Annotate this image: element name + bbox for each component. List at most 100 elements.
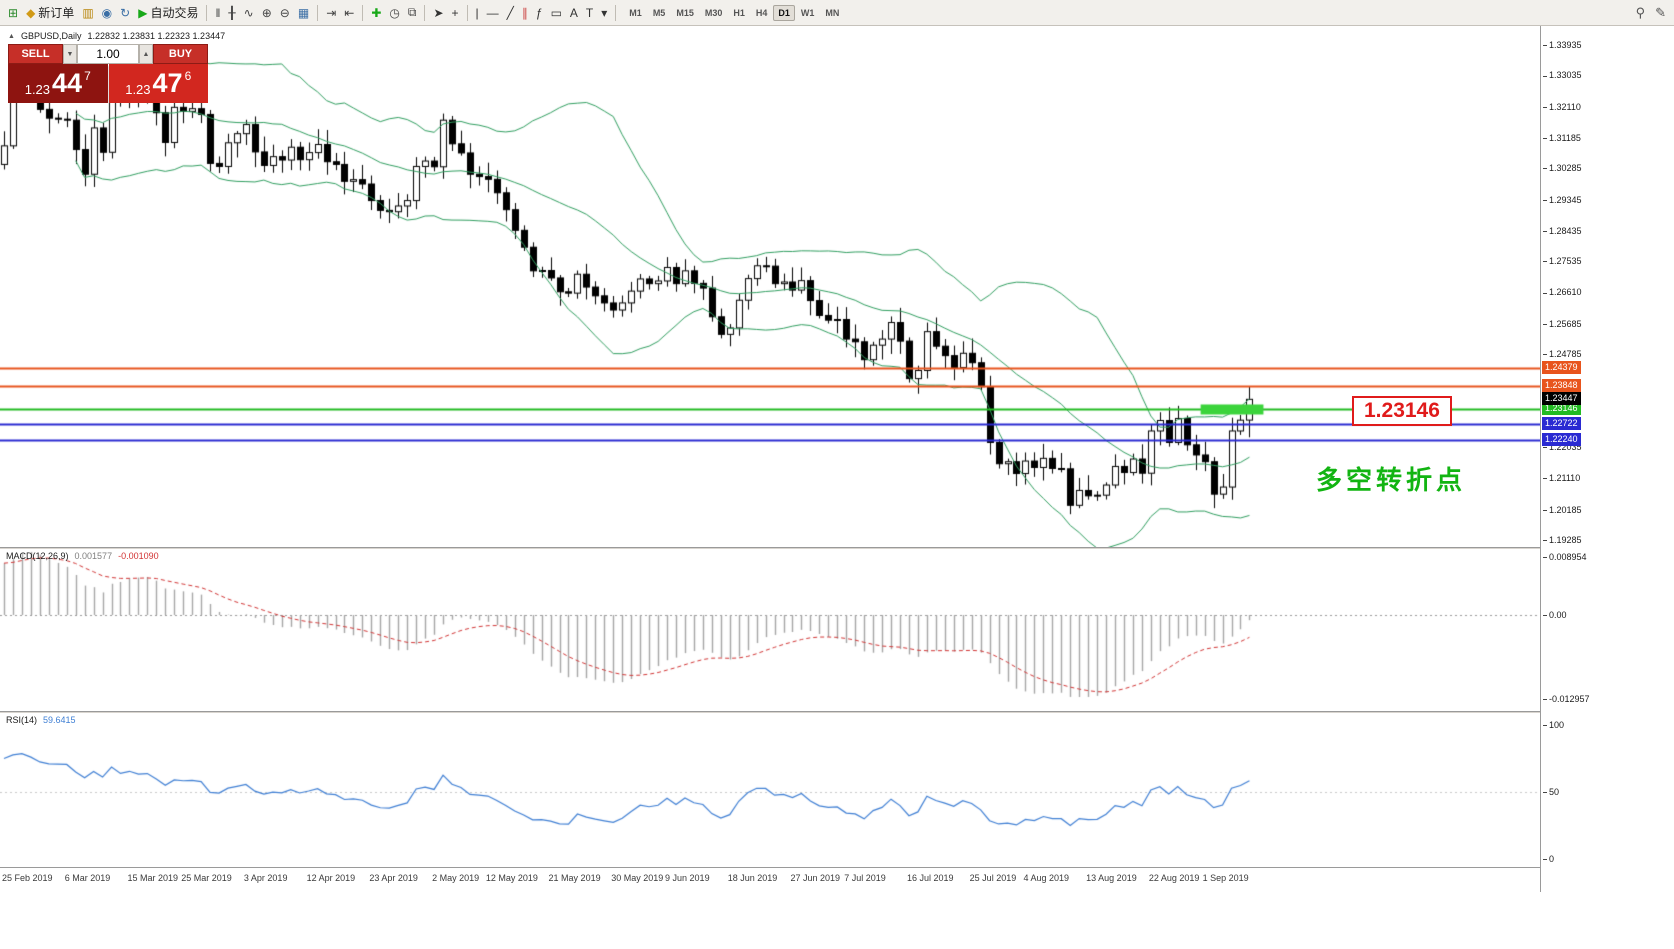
autotrade-button[interactable]: ▶ 自动交易 <box>135 3 201 23</box>
timeframe-mn-button[interactable]: MN <box>820 5 844 21</box>
label-tool-icon[interactable]: T <box>585 5 594 20</box>
current-price-badge: 1.23447 <box>1542 392 1581 406</box>
bar-chart-mode-icon[interactable]: ‖ <box>215 5 221 20</box>
crosshair-tool-icon[interactable]: + <box>451 5 459 20</box>
axis-separator <box>0 867 1674 868</box>
zoom-in-icon[interactable]: ⊕ <box>261 5 272 20</box>
price-tick-label: 1.31185 <box>1543 133 1581 143</box>
chart-header: ▲ GBPUSD,Daily 1.22832 1.23831 1.22323 1… <box>8 31 225 41</box>
date-axis[interactable]: 25 Feb 2019 6 Mar 2019 15 Mar 2019 25 Mar 2… <box>0 868 1540 892</box>
price-tick-label: 1.20185 <box>1543 505 1582 515</box>
chart-layouts-icon[interactable]: ▥ <box>82 5 94 20</box>
buy-price-display[interactable]: 1.23 47 6 <box>108 64 208 103</box>
refresh-icon[interactable]: ↻ <box>120 5 131 20</box>
toolbar-separator <box>317 4 319 21</box>
macd-name: MACD(12,26,9) <box>6 551 69 561</box>
price-tick-label: 1.25685 <box>1543 319 1582 329</box>
hline-price-badge: 1.24379 <box>1542 360 1581 374</box>
timeframe-m30-button[interactable]: M30 <box>700 5 728 21</box>
profiles-icon[interactable]: ◉ <box>101 5 113 20</box>
toolbar-right-icons: ⚲ ✎ <box>1636 0 1666 26</box>
timeframe-bar: M1 M5 M15 M30 H1 H4 D1 W1 MN <box>624 4 844 21</box>
sell-price-pip: 7 <box>84 69 91 83</box>
date-label: 12 May 2019 <box>485 873 538 883</box>
timeframe-h1-button[interactable]: H1 <box>728 5 750 21</box>
buy-button[interactable]: BUY <box>153 44 208 64</box>
arrows-tool-icon[interactable]: ▾ <box>601 5 608 20</box>
date-label: 25 Jul 2019 <box>969 873 1017 883</box>
trade-panel-prices: 1.23 44 7 1.23 47 6 <box>8 64 208 103</box>
new-chart-icon[interactable]: ⊞ <box>8 5 19 20</box>
trendline-tool-icon[interactable]: ╱ <box>506 5 514 20</box>
macd-main-value: 0.001577 <box>74 551 113 561</box>
one-click-trading-panel: SELL ▼ ▲ BUY 1.23 44 7 1.23 47 6 <box>8 44 208 103</box>
toolbar-separator <box>615 4 617 21</box>
price-tick-label: 100 <box>1543 720 1564 730</box>
price-tick-label: 1.21110 <box>1543 473 1580 483</box>
macd-signal-value: -0.001090 <box>118 551 159 561</box>
indicators-icon[interactable]: ✚ <box>371 5 382 20</box>
price-tick-label: 0.00 <box>1543 610 1567 620</box>
cursor-tool-icon[interactable]: ➤ <box>433 5 444 20</box>
candlestick-mode-icon[interactable]: ╂ <box>228 5 236 20</box>
price-scale[interactable]: 1.33935 1.33035 1.32110 1.31185 1.30285 1.293… <box>1540 26 1674 892</box>
fibonacci-tool-icon[interactable]: ƒ <box>535 5 543 20</box>
price-tick-label: 1.22035 <box>1543 442 1582 452</box>
line-chart-mode-icon[interactable]: ∿ <box>243 5 254 20</box>
autotrade-icon: ▶ <box>138 5 148 20</box>
date-label: 23 Apr 2019 <box>369 873 418 883</box>
price-chart-canvas[interactable] <box>0 26 1540 547</box>
timeframe-d1-button[interactable]: D1 <box>773 4 795 21</box>
hline-price-badge: 1.22240 <box>1542 433 1581 447</box>
buy-price-pip: 6 <box>184 69 192 83</box>
hline-price-badge: 1.23848 <box>1542 378 1581 392</box>
timeframe-w1-button[interactable]: W1 <box>796 5 820 21</box>
date-label: 16 Jul 2019 <box>906 873 954 883</box>
sell-button[interactable]: SELL <box>8 44 63 64</box>
volume-up-caret-icon[interactable]: ▲ <box>139 44 153 64</box>
chart-shift-icon[interactable]: ⇤ <box>344 5 355 20</box>
timeframe-m15-button[interactable]: M15 <box>671 5 699 21</box>
sell-price-display[interactable]: 1.23 44 7 <box>8 64 108 103</box>
date-label: 4 Aug 2019 <box>1023 873 1069 883</box>
date-label: 12 Apr 2019 <box>306 873 356 883</box>
quick-edit-icon[interactable]: ✎ <box>1655 5 1666 20</box>
price-tick-label: 1.32110 <box>1543 102 1581 112</box>
channel-tool-icon[interactable]: ∥ <box>521 5 528 20</box>
rsi-name: RSI(14) <box>6 715 38 725</box>
new-order-icon: ◆ <box>26 5 36 20</box>
rsi-panel-canvas[interactable] <box>0 713 1540 867</box>
volume-input[interactable] <box>77 44 139 64</box>
date-label: 6 Mar 2019 <box>64 873 111 883</box>
text-tool-icon[interactable]: A <box>569 5 578 20</box>
auto-scroll-icon[interactable]: ⇥ <box>326 5 337 20</box>
trade-panel-controls: SELL ▼ ▲ BUY <box>8 44 208 64</box>
panel-resize-handle-macd[interactable] <box>0 547 1674 549</box>
date-label: 3 Apr 2019 <box>243 873 288 883</box>
sell-price-big: 44 <box>52 68 83 98</box>
date-label: 22 Aug 2019 <box>1148 873 1200 883</box>
horizontal-line-tool-icon[interactable]: — <box>486 5 499 20</box>
trade-panel-toggle-icon[interactable]: ▲ <box>8 32 15 40</box>
vertical-line-tool-icon[interactable]: | <box>475 5 479 20</box>
price-annotation-box[interactable]: 1.23146 <box>1352 396 1452 426</box>
new-order-button[interactable]: ◆ 新订单 <box>23 3 77 23</box>
autotrade-button-label: 自动交易 <box>150 6 199 20</box>
tile-windows-icon[interactable]: ▦ <box>297 5 310 20</box>
timeframe-m1-button[interactable]: M1 <box>624 5 647 21</box>
search-icon[interactable]: ⚲ <box>1635 5 1646 20</box>
panel-resize-handle-rsi[interactable] <box>0 711 1674 713</box>
zoom-out-icon[interactable]: ⊖ <box>279 5 290 20</box>
price-tick-label: -0.012957 <box>1543 694 1590 704</box>
turning-point-label[interactable]: 多空转折点 <box>1316 465 1467 495</box>
timeframe-m5-button[interactable]: M5 <box>648 5 671 21</box>
templates-icon[interactable]: ⧉ <box>407 5 417 19</box>
new-order-button-label: 新订单 <box>38 6 75 20</box>
timeframe-h4-button[interactable]: H4 <box>751 5 773 21</box>
macd-panel-canvas[interactable] <box>0 549 1540 711</box>
date-label: 9 Jun 2019 <box>665 873 710 883</box>
periods-icon[interactable]: ◷ <box>389 5 400 20</box>
shapes-tool-icon[interactable]: ▭ <box>550 5 562 20</box>
sell-options-caret-icon[interactable]: ▼ <box>63 44 77 64</box>
date-label: 1 Sep 2019 <box>1202 873 1249 883</box>
